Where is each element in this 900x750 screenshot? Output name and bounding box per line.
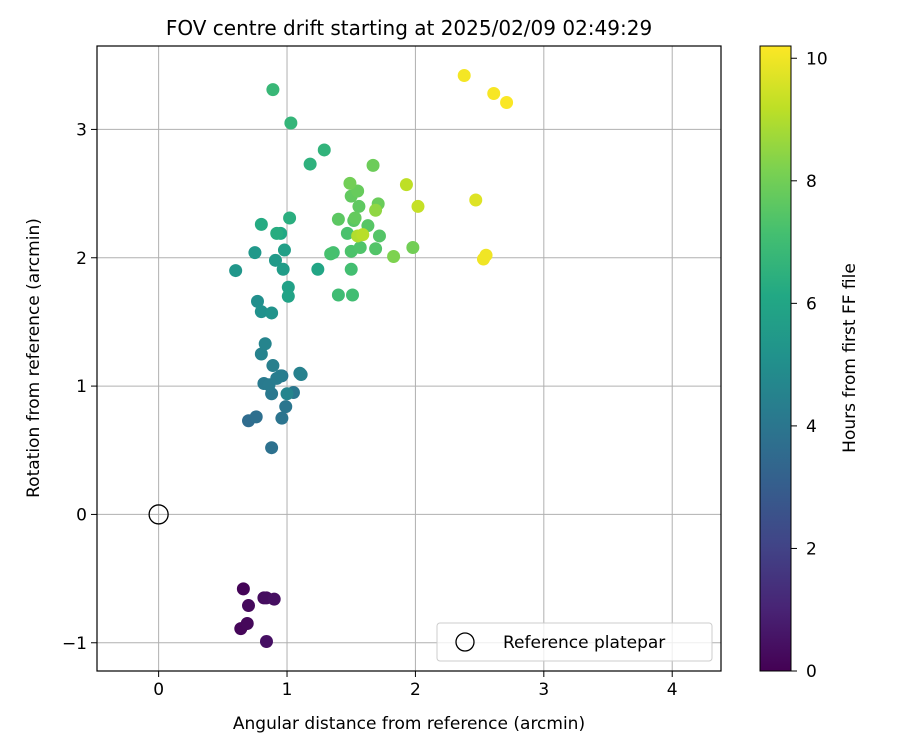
y-tick-label: −1	[62, 634, 87, 654]
data-point	[457, 69, 471, 83]
data-point	[254, 305, 268, 319]
y-tick-label: 1	[76, 377, 87, 397]
data-point	[331, 288, 345, 302]
data-point	[254, 347, 268, 361]
data-point	[275, 411, 289, 425]
data-point	[274, 369, 288, 383]
colorbar-tick-label: 8	[806, 172, 817, 192]
y-axis-label: Rotation from reference (arcmin)	[24, 218, 44, 498]
legend-marker	[455, 632, 475, 652]
data-point	[348, 211, 362, 225]
colorbar-tick-label: 0	[806, 662, 817, 682]
x-tick-label: 4	[667, 680, 678, 700]
data-point	[346, 288, 360, 302]
data-point	[366, 158, 380, 172]
data-point	[267, 592, 281, 606]
data-point	[311, 262, 325, 276]
data-point	[331, 212, 345, 226]
reference-platepar-marker	[148, 504, 169, 525]
data-point	[254, 217, 268, 231]
data-point	[236, 582, 250, 596]
y-tick-label: 0	[76, 505, 87, 525]
data-point	[284, 116, 298, 130]
data-point	[265, 441, 279, 455]
data-point	[281, 289, 295, 303]
x-tick-label: 3	[538, 680, 549, 700]
data-point	[324, 247, 338, 261]
legend-box	[436, 622, 713, 662]
colorbar-gradient	[759, 45, 792, 672]
data-point	[399, 178, 413, 192]
x-tick-label: 0	[153, 680, 164, 700]
data-point	[500, 95, 514, 109]
data-point	[387, 249, 401, 263]
x-axis-label: Angular distance from reference (arcmin)	[233, 714, 585, 734]
x-ticks: 0 1 2 3 4	[153, 671, 678, 700]
data-point	[369, 242, 383, 256]
data-point	[279, 400, 293, 414]
colorbar-tick-label: 6	[806, 294, 817, 314]
data-point	[369, 203, 383, 217]
colorbar-tick-label: 2	[806, 539, 817, 559]
data-point	[356, 228, 370, 242]
data-point	[294, 368, 308, 382]
data-point	[317, 143, 331, 157]
data-point	[372, 229, 386, 243]
data-point	[248, 246, 262, 260]
y-ticks: −1 0 1 2 3	[62, 120, 97, 654]
data-point	[280, 387, 294, 401]
data-point	[259, 634, 273, 648]
data-point	[283, 211, 297, 225]
y-tick-label: 3	[76, 120, 87, 140]
colorbar-tick-label: 10	[806, 49, 828, 69]
legend-label-reference-platepar: Reference platepar	[503, 633, 665, 653]
data-point	[258, 337, 272, 351]
data-point	[250, 294, 264, 308]
data-point	[469, 193, 483, 207]
colorbar: 0 2 4 6 8 10 Hours from first FF file	[759, 45, 860, 682]
data-point	[276, 262, 290, 276]
data-point	[343, 176, 357, 190]
colorbar-tick-label: 4	[806, 417, 817, 437]
points-layer	[148, 69, 514, 648]
data-point	[266, 83, 280, 97]
data-point	[411, 199, 425, 213]
data-point	[487, 86, 501, 100]
x-tick-label: 1	[282, 680, 293, 700]
data-point	[303, 157, 317, 171]
data-point	[344, 262, 358, 276]
data-point	[229, 264, 243, 278]
plot-frame	[96, 45, 722, 672]
data-point	[240, 617, 254, 631]
data-point	[406, 240, 420, 254]
data-point	[242, 599, 256, 613]
data-point	[281, 280, 295, 294]
data-point	[249, 410, 263, 424]
grid-layer	[97, 46, 721, 671]
data-point	[270, 226, 284, 240]
data-point	[277, 243, 291, 257]
data-point	[265, 306, 279, 320]
y-tick-label: 2	[76, 249, 87, 269]
colorbar-ticks: 0 2 4 6 8 10	[791, 49, 828, 682]
data-point	[340, 226, 354, 240]
chart-title: FOV centre drift starting at 2025/02/09 …	[166, 16, 652, 40]
legend: Reference platepar	[436, 622, 713, 662]
colorbar-label: Hours from first FF file	[840, 263, 860, 453]
data-point	[352, 199, 366, 213]
data-point	[353, 240, 367, 254]
data-point	[268, 253, 282, 267]
data-point	[266, 359, 280, 373]
x-tick-label: 2	[410, 680, 421, 700]
data-point	[479, 248, 493, 262]
